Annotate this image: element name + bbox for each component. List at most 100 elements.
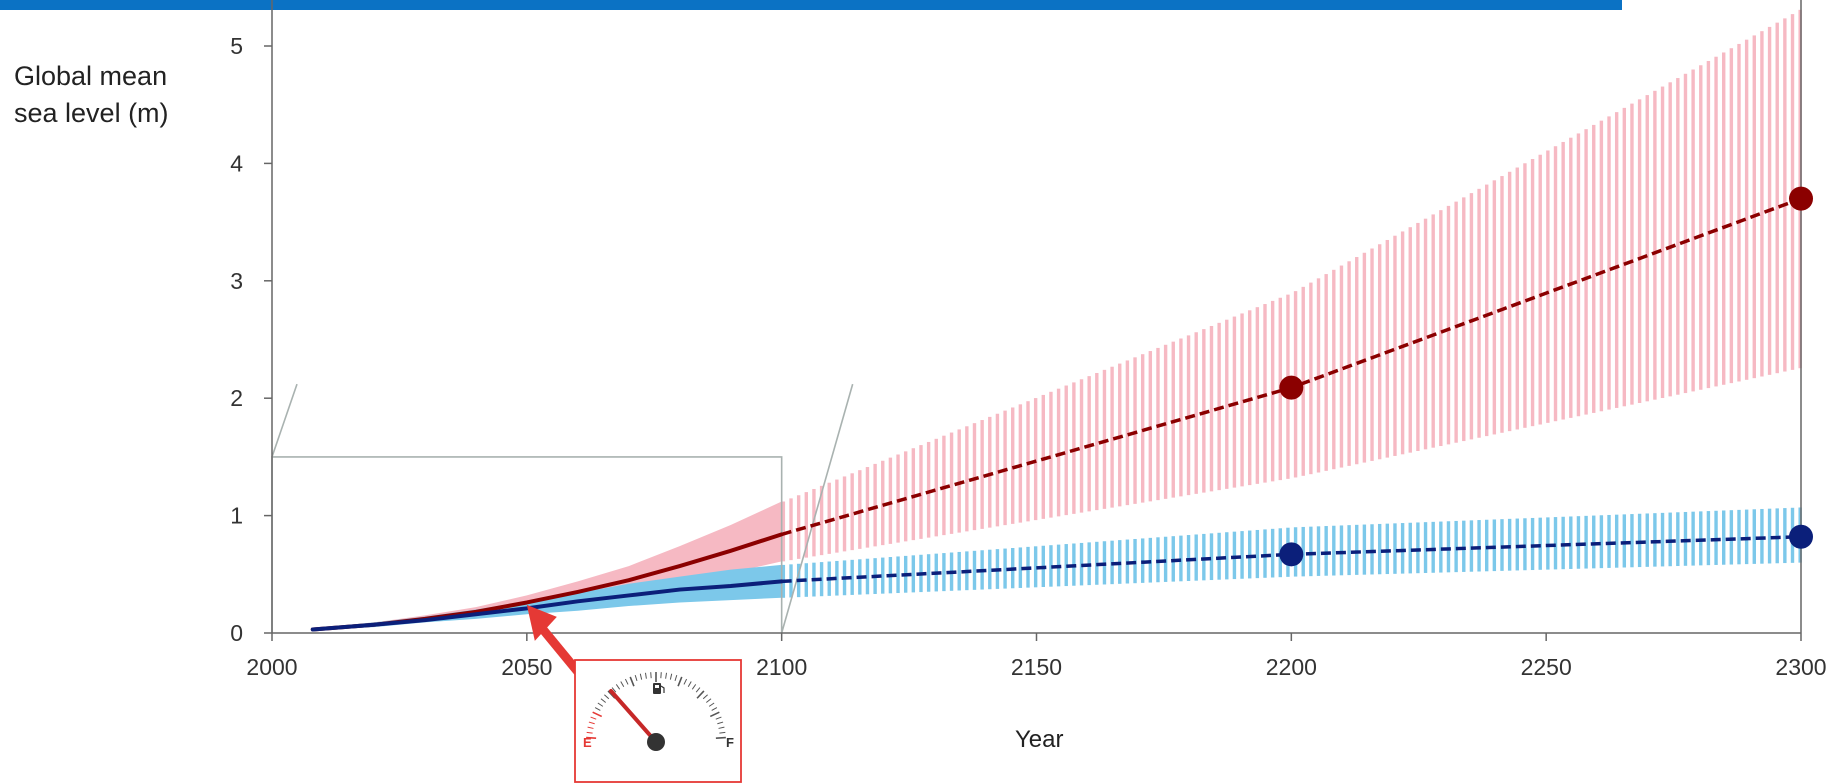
x-tick-label: 2000 xyxy=(246,654,297,680)
high-projection-stripe xyxy=(1683,73,1688,394)
high-data-point xyxy=(1279,375,1304,400)
high-projection-stripe xyxy=(1592,124,1596,413)
low-projection-stripe xyxy=(1454,520,1458,573)
gauge-tick xyxy=(702,694,708,700)
high-projection-stripe xyxy=(942,435,946,536)
low-projection-stripe xyxy=(1691,511,1695,566)
gauge-tick xyxy=(592,711,603,718)
high-projection-stripe xyxy=(1095,372,1099,511)
high-projection-stripe xyxy=(888,457,893,544)
high-projection-stripe xyxy=(957,429,961,533)
gauge-tick xyxy=(687,681,692,687)
low-projection-stripe xyxy=(865,558,870,595)
high-projection-stripe xyxy=(1492,180,1497,435)
low-projection-stripe xyxy=(1332,525,1336,576)
gauge-full-label: F xyxy=(726,735,734,750)
high-projection-stripe xyxy=(995,413,1000,527)
x-tick-label: 2250 xyxy=(1521,654,1572,680)
high-projection-stripe xyxy=(1393,235,1397,456)
high-projection-stripe xyxy=(1660,86,1665,399)
high-projection-stripe xyxy=(1569,137,1573,418)
low-projection-stripe xyxy=(1339,525,1344,576)
gauge-tick xyxy=(695,687,701,693)
low-projection-stripe xyxy=(1186,535,1191,581)
gauge-empty-label: E xyxy=(583,735,592,750)
low-projection-stripe xyxy=(1446,521,1451,573)
high-projection-stripe xyxy=(896,454,900,543)
low-projection-stripe xyxy=(942,553,946,592)
high-projection-stripe xyxy=(1339,265,1344,468)
low-data-point xyxy=(1789,524,1813,549)
gauge-tick xyxy=(624,678,629,685)
x-tick-label: 2200 xyxy=(1266,654,1317,680)
high-projection-stripe xyxy=(1225,319,1229,489)
low-projection-stripe xyxy=(1538,517,1542,570)
high-projection-stripe xyxy=(1561,141,1565,420)
gauge-tick xyxy=(665,672,668,679)
high-projection-stripe xyxy=(1102,369,1107,509)
high-projection-stripe xyxy=(1232,316,1237,488)
gauge-tick xyxy=(587,726,594,729)
high-projection-stripe xyxy=(972,423,977,531)
y-tick-label: 0 xyxy=(230,620,243,646)
low-projection-stripe xyxy=(1714,510,1718,565)
low-projection-stripe xyxy=(1018,547,1023,588)
high-projection-stripe xyxy=(873,463,877,547)
gauge-tick xyxy=(644,672,647,679)
x-tick-label: 2050 xyxy=(501,654,552,680)
high-projection-stripe xyxy=(1668,82,1672,397)
low-projection-stripe xyxy=(1599,515,1604,569)
low-projection-stripe xyxy=(1324,526,1328,576)
high-projection-stripe xyxy=(1217,322,1221,491)
gauge-tick xyxy=(708,702,715,707)
low-projection-stripe xyxy=(1660,512,1665,567)
low-projection-stripe xyxy=(1469,520,1474,572)
high-projection-stripe xyxy=(1110,366,1114,508)
high-projection-stripe xyxy=(1469,193,1474,440)
high-projection-stripe xyxy=(911,448,916,541)
high-projection-stripe xyxy=(1783,18,1787,372)
high-projection-stripe xyxy=(1653,90,1657,400)
high-projection-stripe xyxy=(1706,60,1711,389)
low-projection-stripe xyxy=(1767,508,1772,564)
high-projection-stripe xyxy=(1270,300,1275,482)
high-projection-stripe xyxy=(1202,329,1206,493)
low-projection-stripe xyxy=(1263,529,1267,578)
low-projection-stripe xyxy=(1377,523,1382,575)
high-projection-stripe xyxy=(1163,344,1168,499)
high-projection-stripe xyxy=(1309,282,1313,475)
high-projection-stripe xyxy=(1775,22,1779,374)
high-projection-stripe xyxy=(1584,129,1588,415)
fuel-pump-body xyxy=(653,683,661,694)
low-projection-stripe xyxy=(1202,533,1206,581)
low-projection-stripe xyxy=(1301,526,1305,577)
high-projection-stripe xyxy=(1576,133,1581,417)
low-projection-stripe xyxy=(1408,522,1412,574)
low-projection-stripe xyxy=(1561,516,1565,570)
gauge-tick xyxy=(594,707,601,711)
low-projection-stripe xyxy=(1706,511,1711,566)
gauge-tick xyxy=(706,698,712,703)
low-projection-stripe xyxy=(1462,520,1466,572)
high-projection-stripe xyxy=(1767,26,1772,375)
low-series-line xyxy=(310,579,784,632)
high-projection-stripe xyxy=(1018,404,1023,523)
gauge-tick xyxy=(717,721,724,725)
low-projection-stripe xyxy=(1783,508,1787,564)
low-projection-stripe xyxy=(1033,546,1038,588)
low-projection-stripe xyxy=(1355,524,1359,575)
low-projection-stripe xyxy=(1194,534,1198,581)
low-projection-stripe xyxy=(926,554,931,592)
low-projection-stripe xyxy=(988,549,992,590)
high-projection-stripe xyxy=(1538,154,1542,425)
x-axis-label: Year xyxy=(1015,726,1064,753)
high-projection-stripe xyxy=(1377,244,1382,460)
high-projection-stripe xyxy=(1699,65,1703,390)
gauge-tick xyxy=(600,698,606,703)
high-projection-stripe xyxy=(1324,274,1328,471)
low-projection-stripe xyxy=(1622,514,1627,568)
low-projection-stripe xyxy=(1492,519,1497,572)
high-projection-stripe xyxy=(1676,78,1680,395)
low-projection-stripe xyxy=(1699,511,1703,566)
